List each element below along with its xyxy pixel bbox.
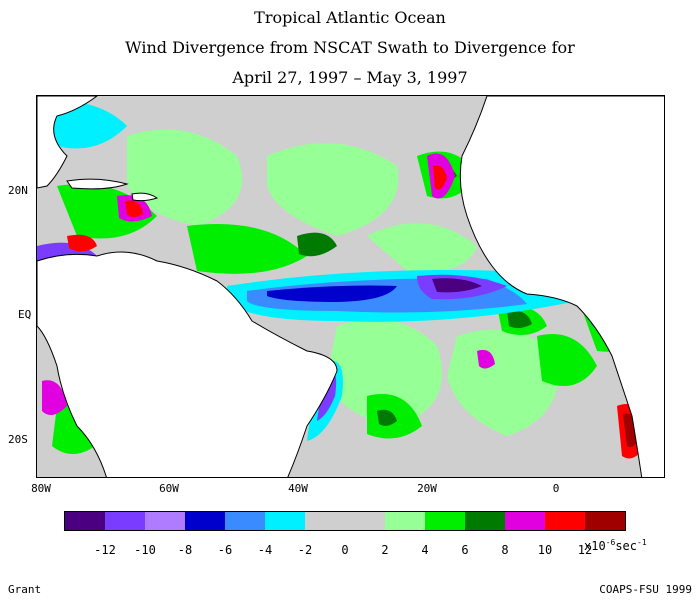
land-masses (37, 96, 664, 477)
colorbar-tick-label: 0 (341, 543, 349, 557)
colorbar-swatch (345, 512, 385, 530)
colorbar (64, 511, 626, 531)
colorbar-tick-label: -6 (217, 543, 233, 557)
title-line-1: Tropical Atlantic Ocean (254, 8, 446, 27)
footer-author: Grant (8, 583, 42, 596)
colorbar-tick-label: 8 (501, 543, 509, 557)
colorbar-unit: x10-6sec-1 (584, 538, 647, 553)
lon-label-80w: 80W (31, 482, 51, 495)
unit-exp: -6 (605, 538, 616, 547)
colorbar-swatch (225, 512, 265, 530)
lon-label-60w: 60W (159, 482, 179, 495)
footer-credit: COAPS-FSU 1999 (599, 583, 692, 596)
colorbar-swatch (545, 512, 585, 530)
map-canvas (37, 96, 664, 477)
lat-label-20n: 20N (8, 184, 28, 197)
colorbar-tick-label: 2 (381, 543, 389, 557)
colorbar-swatch (105, 512, 145, 530)
lat-label-20s: 20S (8, 433, 28, 446)
colorbar-swatch (425, 512, 465, 530)
lon-label-20w: 20W (417, 482, 437, 495)
colorbar-tick-label: -12 (94, 543, 116, 557)
colorbar-swatch (265, 512, 305, 530)
colorbar-tick-label: -10 (134, 543, 156, 557)
colorbar-tick-label: -8 (177, 543, 193, 557)
colorbar-tick-label: 12 (577, 543, 593, 557)
unit-text: x10 (584, 539, 606, 553)
colorbar-swatch (65, 512, 105, 530)
colorbar-tick-label: 10 (537, 543, 553, 557)
colorbar-tick-label: 4 (421, 543, 429, 557)
title-line-3: April 27, 1997 – May 3, 1997 (232, 68, 468, 87)
colorbar-swatch (465, 512, 505, 530)
colorbar-tick-label: -2 (297, 543, 313, 557)
title-line-2: Wind Divergence from NSCAT Swath to Dive… (125, 38, 575, 57)
colorbar-tick-label: -4 (257, 543, 273, 557)
colorbar-swatch (505, 512, 545, 530)
colorbar-tick-label: 6 (461, 543, 469, 557)
colorbar-swatch (305, 512, 345, 530)
unit-suffix: sec (615, 539, 638, 553)
colorbar-swatch (185, 512, 225, 530)
lat-label-eq: EQ (18, 308, 32, 321)
colorbar-swatch (385, 512, 425, 530)
colorbar-swatch (585, 512, 625, 530)
unit-suffix-exp: -1 (637, 538, 647, 547)
colorbar-swatch (145, 512, 185, 530)
divergence-map (36, 95, 665, 478)
lon-label-40w: 40W (288, 482, 308, 495)
lon-label-0: 0 (552, 482, 560, 495)
